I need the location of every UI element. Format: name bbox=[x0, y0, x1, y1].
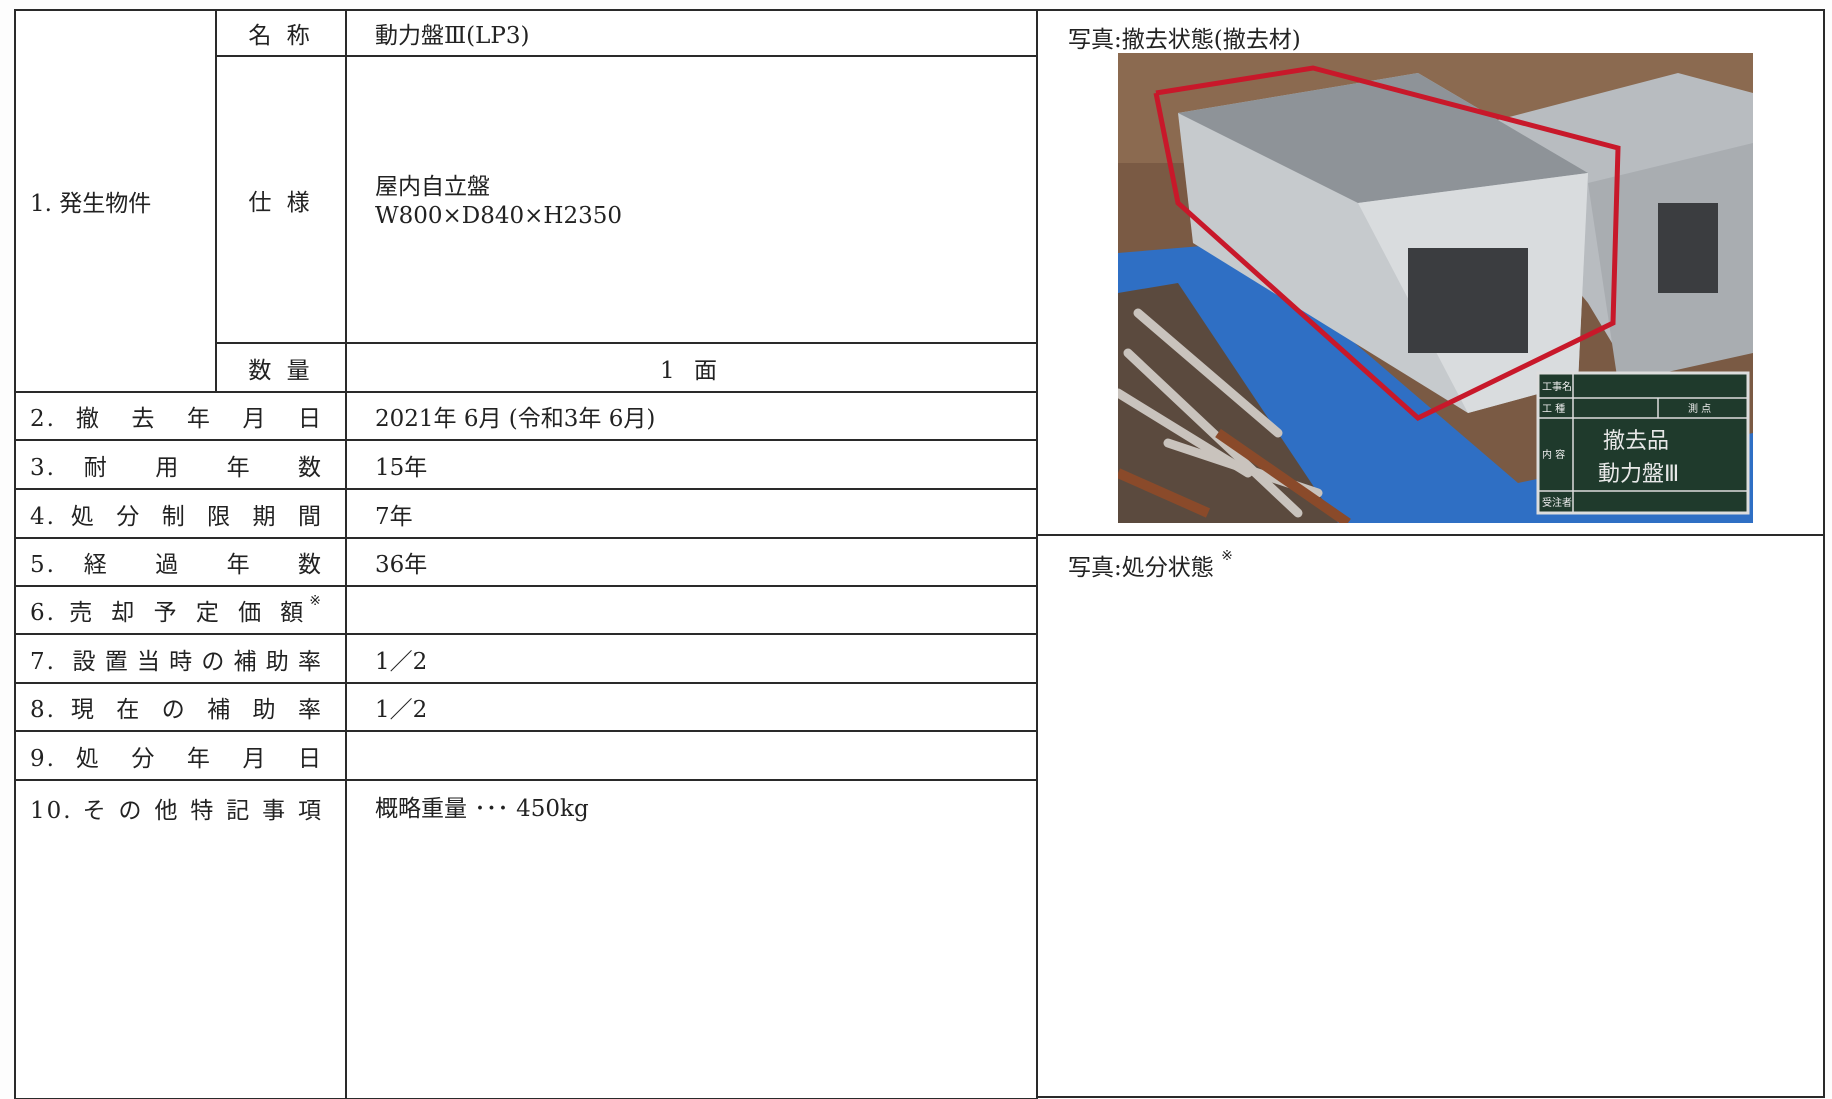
row-label-cell: 4. 処 分 制 限 期 間 bbox=[14, 488, 347, 539]
sign-label: 受注者 bbox=[1542, 496, 1572, 509]
row-label-cell: 7. 設置当時の補助率 bbox=[14, 633, 347, 684]
row-value: 7年 bbox=[375, 503, 413, 530]
row-value-cell bbox=[345, 730, 1038, 781]
qty-label-cell: 数 量 bbox=[215, 342, 347, 393]
sign-board: 工事名 工 種 測 点 内 容 受注者 撤去品 動力盤Ⅲ bbox=[1536, 371, 1750, 515]
name-value: 動力盤Ⅲ(LP3) bbox=[375, 23, 530, 49]
row-value: 1／2 bbox=[375, 648, 428, 675]
qty-label: 数 量 bbox=[248, 357, 314, 384]
row-value: 概略重量 ･･･ 450kg bbox=[375, 796, 589, 822]
row-value: 15年 bbox=[375, 454, 428, 481]
row-label: 6. 売 却 予 定 価 額※ bbox=[30, 593, 323, 627]
row-label-text: 5. 経 過 年 数 bbox=[30, 552, 323, 578]
row-label-text: 4. 処 分 制 限 期 間 bbox=[30, 503, 323, 530]
row-value: 2021年 6月 (令和3年 6月) bbox=[375, 406, 656, 432]
qty-value: 1 面 bbox=[660, 357, 723, 384]
row-label: 7. 設置当時の補助率 bbox=[30, 642, 323, 676]
row-label: 9. 処 分 年 月 日 bbox=[30, 739, 323, 773]
row-value-cell: 概略重量 ･･･ 450kg bbox=[345, 779, 1038, 1099]
photo1-caption: 写真:撤去状態(撤去材) bbox=[1068, 27, 1301, 53]
row-label-cell: 3. 耐 用 年 数 bbox=[14, 439, 347, 490]
row-value-cell bbox=[345, 585, 1038, 635]
sign-label: 測 点 bbox=[1688, 402, 1711, 415]
qty-cell: 1 面 bbox=[345, 342, 1038, 393]
sign-line: 撤去品 bbox=[1603, 429, 1669, 454]
spec-label-cell: 仕 様 bbox=[215, 55, 347, 344]
photo2-panel: 写真:処分状態 ※ bbox=[1036, 534, 1825, 1098]
row-label-cell: 9. 処 分 年 月 日 bbox=[14, 730, 347, 781]
row-value: 1／2 bbox=[375, 697, 428, 723]
sign-label: 内 容 bbox=[1542, 448, 1565, 461]
spec-line: W800×D840×H2350 bbox=[375, 203, 623, 229]
row-value-cell: 36年 bbox=[345, 537, 1038, 587]
row-label: 4. 処 分 制 限 期 間 bbox=[30, 497, 323, 531]
row-label-text: 8. 現 在 の 補 助 率 bbox=[30, 697, 323, 723]
item1-label-cell: 1. 発生物件 bbox=[14, 9, 217, 393]
row-value-cell: 15年 bbox=[345, 439, 1038, 490]
name-cell: 動力盤Ⅲ(LP3) bbox=[345, 9, 1038, 57]
name-label: 名 称 bbox=[248, 23, 314, 49]
photo2-caption-text: 写真:処分状態 bbox=[1068, 555, 1214, 581]
row-label: 8. 現 在 の 補 助 率 bbox=[30, 690, 323, 724]
row-label-cell: 8. 現 在 の 補 助 率 bbox=[14, 682, 347, 732]
item1-label: 1. 発生物件 bbox=[30, 191, 152, 217]
row-label-text: 9. 処 分 年 月 日 bbox=[30, 745, 323, 772]
spec-label: 仕 様 bbox=[248, 189, 314, 216]
row-label-text: 2. 撤 去 年 月 日 bbox=[30, 406, 323, 432]
name-label-cell: 名 称 bbox=[215, 9, 347, 57]
row-label-cell: 5. 経 過 年 数 bbox=[14, 537, 347, 587]
sign-label: 工事名 bbox=[1542, 380, 1572, 393]
photo1: 工事名 工 種 測 点 内 容 受注者 撤去品 動力盤Ⅲ bbox=[1118, 53, 1753, 523]
spec-cell: 屋内自立盤 W800×D840×H2350 bbox=[345, 55, 1038, 344]
row-label-text: 10. そ の 他 特 記 事 項 bbox=[30, 798, 323, 824]
row-label: 2. 撤 去 年 月 日 bbox=[30, 399, 323, 433]
row-label-cell: 6. 売 却 予 定 価 額※ bbox=[14, 585, 347, 635]
row-label: 5. 経 過 年 数 bbox=[30, 545, 323, 579]
row-note: ※ bbox=[309, 593, 323, 609]
row-value-cell: 7年 bbox=[345, 488, 1038, 539]
row-value-cell: 1／2 bbox=[345, 682, 1038, 732]
row-value: 36年 bbox=[375, 552, 428, 578]
photo1-panel: 写真:撤去状態(撤去材) 工事名 bbox=[1036, 9, 1825, 536]
spec-value: 屋内自立盤 W800×D840×H2350 bbox=[375, 173, 622, 231]
row-label-text: 6. 売 却 予 定 価 額 bbox=[30, 600, 310, 626]
photo2-caption: 写真:処分状態 ※ bbox=[1068, 548, 1233, 582]
row-label-text: 3. 耐 用 年 数 bbox=[30, 454, 323, 481]
row-label-cell: 2. 撤 去 年 月 日 bbox=[14, 391, 347, 441]
row-label: 3. 耐 用 年 数 bbox=[30, 448, 323, 482]
row-label-text: 7. 設置当時の補助率 bbox=[30, 648, 323, 675]
sign-line: 動力盤Ⅲ bbox=[1598, 462, 1679, 487]
row-value-cell: 2021年 6月 (令和3年 6月) bbox=[345, 391, 1038, 441]
row-label: 10. そ の 他 特 記 事 項 bbox=[30, 791, 323, 825]
photo2-note: ※ bbox=[1221, 548, 1233, 564]
row-label-cell: 10. そ の 他 特 記 事 項 bbox=[14, 779, 347, 1099]
spec-line: 屋内自立盤 bbox=[375, 174, 490, 200]
row-value-cell: 1／2 bbox=[345, 633, 1038, 684]
sign-label: 工 種 bbox=[1542, 402, 1565, 415]
